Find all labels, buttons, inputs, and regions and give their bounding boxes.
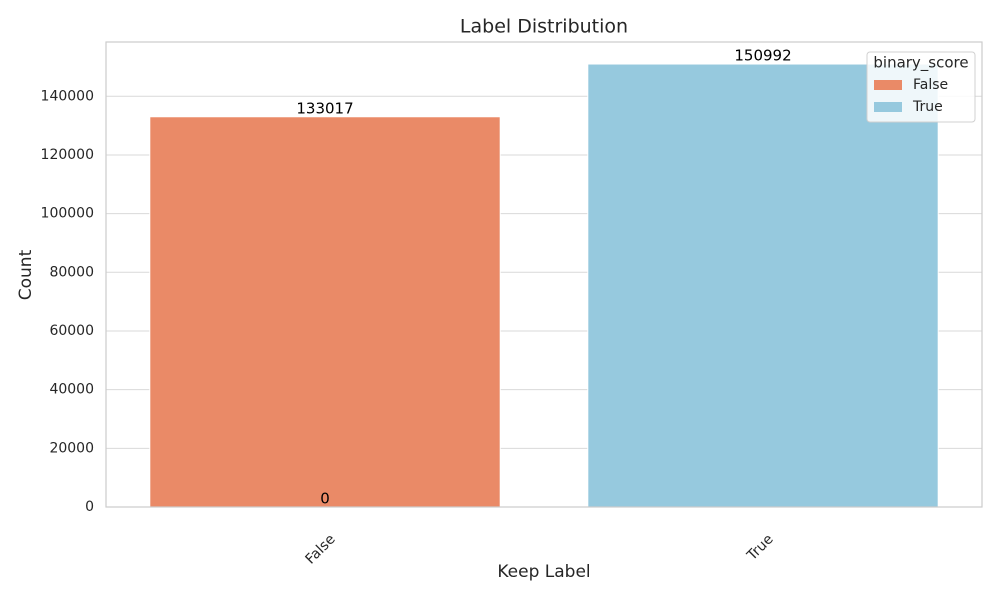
legend-swatch (874, 102, 902, 112)
legend-label: False (913, 77, 948, 93)
bar (149, 116, 501, 508)
y-tick-label: 60000 (49, 323, 94, 339)
bar (587, 63, 939, 508)
y-tick-label: 20000 (49, 440, 94, 456)
value-label: 133017 (296, 99, 353, 117)
y-tick-label: 40000 (49, 382, 94, 398)
legend-label: True (912, 99, 943, 115)
x-tick-label: False (302, 531, 338, 567)
y-axis-label: Count (16, 249, 36, 300)
y-tick-label: 100000 (41, 206, 94, 222)
y-tick-label: 0 (85, 499, 94, 515)
legend-title: binary_score (873, 54, 968, 73)
value-label: 150992 (734, 47, 791, 65)
plot-frame (105, 41, 983, 508)
chart-title: Label Distribution (460, 16, 628, 38)
y-tick-label: 80000 (49, 264, 94, 280)
x-axis-label: Keep Label (497, 562, 590, 582)
legend-swatch (874, 80, 902, 90)
y-tick-label: 140000 (41, 88, 94, 104)
value-label: 0 (320, 490, 330, 508)
y-tick-label: 120000 (41, 147, 94, 163)
x-tick-label: True (744, 531, 777, 564)
